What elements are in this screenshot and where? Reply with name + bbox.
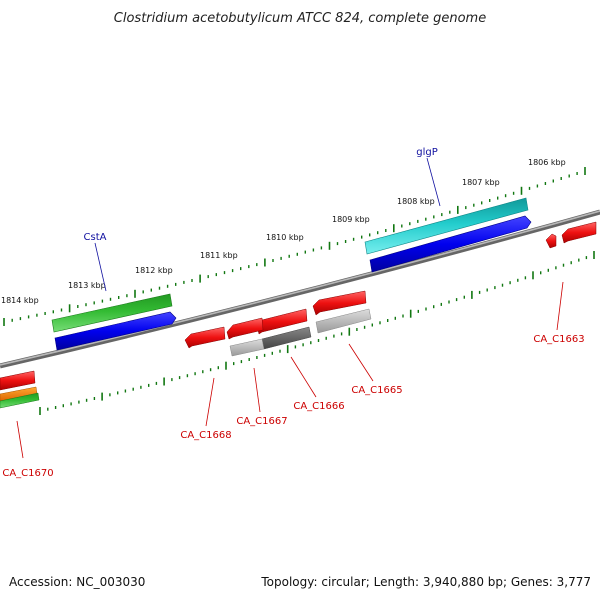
gene-glgP[interactable]: glgP — [364, 147, 532, 273]
cds-glgP-arrow[interactable] — [369, 215, 532, 273]
CA_C1665-leader-line — [348, 343, 374, 382]
accession-text: Accession: NC_003030 — [9, 575, 145, 589]
CA_C1670-leader-line — [16, 420, 24, 459]
gene-CA_C1668[interactable]: CA_C1668 — [180, 326, 232, 441]
topology-text: Topology: circular; Length: 3,940,880 bp… — [260, 575, 591, 589]
gene-CA_C1667[interactable]: CA_C1667 — [226, 317, 288, 427]
map-title: Clostridium acetobutylicum ATCC 824, com… — [114, 11, 486, 26]
gene-CA_C1670-green-bar[interactable] — [0, 392, 40, 409]
CA_C1665-label[interactable]: CA_C1665 — [351, 385, 402, 396]
pseudo-CA_C1667-bar[interactable] — [229, 338, 265, 357]
cds-CA_C1665-arrow[interactable] — [312, 290, 367, 316]
pseudo-CA_C1665-bar[interactable] — [315, 308, 372, 334]
cstA-leader-line — [94, 242, 107, 292]
scale-label-1813: 1813 kbp — [68, 281, 106, 290]
CA_C1667-label[interactable]: CA_C1667 — [236, 416, 287, 427]
cds-cstA-arrow[interactable] — [54, 311, 177, 351]
cds-CA_C1670-arrow[interactable] — [0, 370, 36, 391]
scale-labels: 1814 kbp 1813 kbp 1812 kbp 1811 kbp 1810… — [1, 158, 566, 305]
CA_C1663-label[interactable]: CA_C1663 — [533, 334, 584, 345]
cds-CA_C1663-small-arrow[interactable] — [545, 233, 557, 249]
gene-CA_C1670[interactable]: CA_C1670 — [0, 370, 54, 479]
cstA-label[interactable]: CstA — [84, 232, 107, 243]
scale-label-1812: 1812 kbp — [135, 266, 173, 275]
CA_C1666-label[interactable]: CA_C1666 — [293, 401, 344, 412]
scale-label-1808: 1808 kbp — [397, 197, 435, 206]
glgP-leader-line — [426, 157, 441, 207]
cds-CA_C1668-arrow[interactable] — [184, 326, 226, 349]
CA_C1663-leader-line — [556, 281, 564, 331]
glgP-label[interactable]: glgP — [416, 147, 438, 158]
scale-label-1806: 1806 kbp — [528, 158, 566, 167]
scale-label-1810: 1810 kbp — [266, 233, 304, 242]
CA_C1666-leader-line — [290, 356, 317, 398]
scale-ticks-upper — [3, 167, 586, 326]
genome-backbone — [0, 209, 600, 369]
gene-cstA-bar[interactable] — [51, 293, 173, 333]
cds-CA_C1667-arrow[interactable] — [226, 317, 264, 340]
scale-ticks-lower — [39, 251, 595, 415]
CA_C1668-label[interactable]: CA_C1668 — [180, 430, 231, 441]
gene-CA_C1663[interactable]: CA_C1663 — [533, 221, 597, 345]
CA_C1668-leader-line — [205, 377, 215, 427]
scale-label-1809: 1809 kbp — [332, 215, 370, 224]
cds-CA_C1663-arrow[interactable] — [561, 221, 597, 244]
scale-label-1814: 1814 kbp — [1, 296, 39, 305]
CA_C1670-label[interactable]: CA_C1670 — [2, 468, 53, 479]
CA_C1667-leader-line — [253, 367, 261, 413]
scale-label-1807: 1807 kbp — [462, 178, 500, 187]
scale-label-1811: 1811 kbp — [200, 251, 238, 260]
gene-cstA[interactable]: CstA — [51, 232, 177, 351]
gene-CA_C1666[interactable]: CA_C1666 — [256, 308, 345, 412]
gene-CA_C1665[interactable]: CA_C1665 — [312, 290, 403, 396]
gene-glgP-bar[interactable] — [364, 197, 529, 255]
